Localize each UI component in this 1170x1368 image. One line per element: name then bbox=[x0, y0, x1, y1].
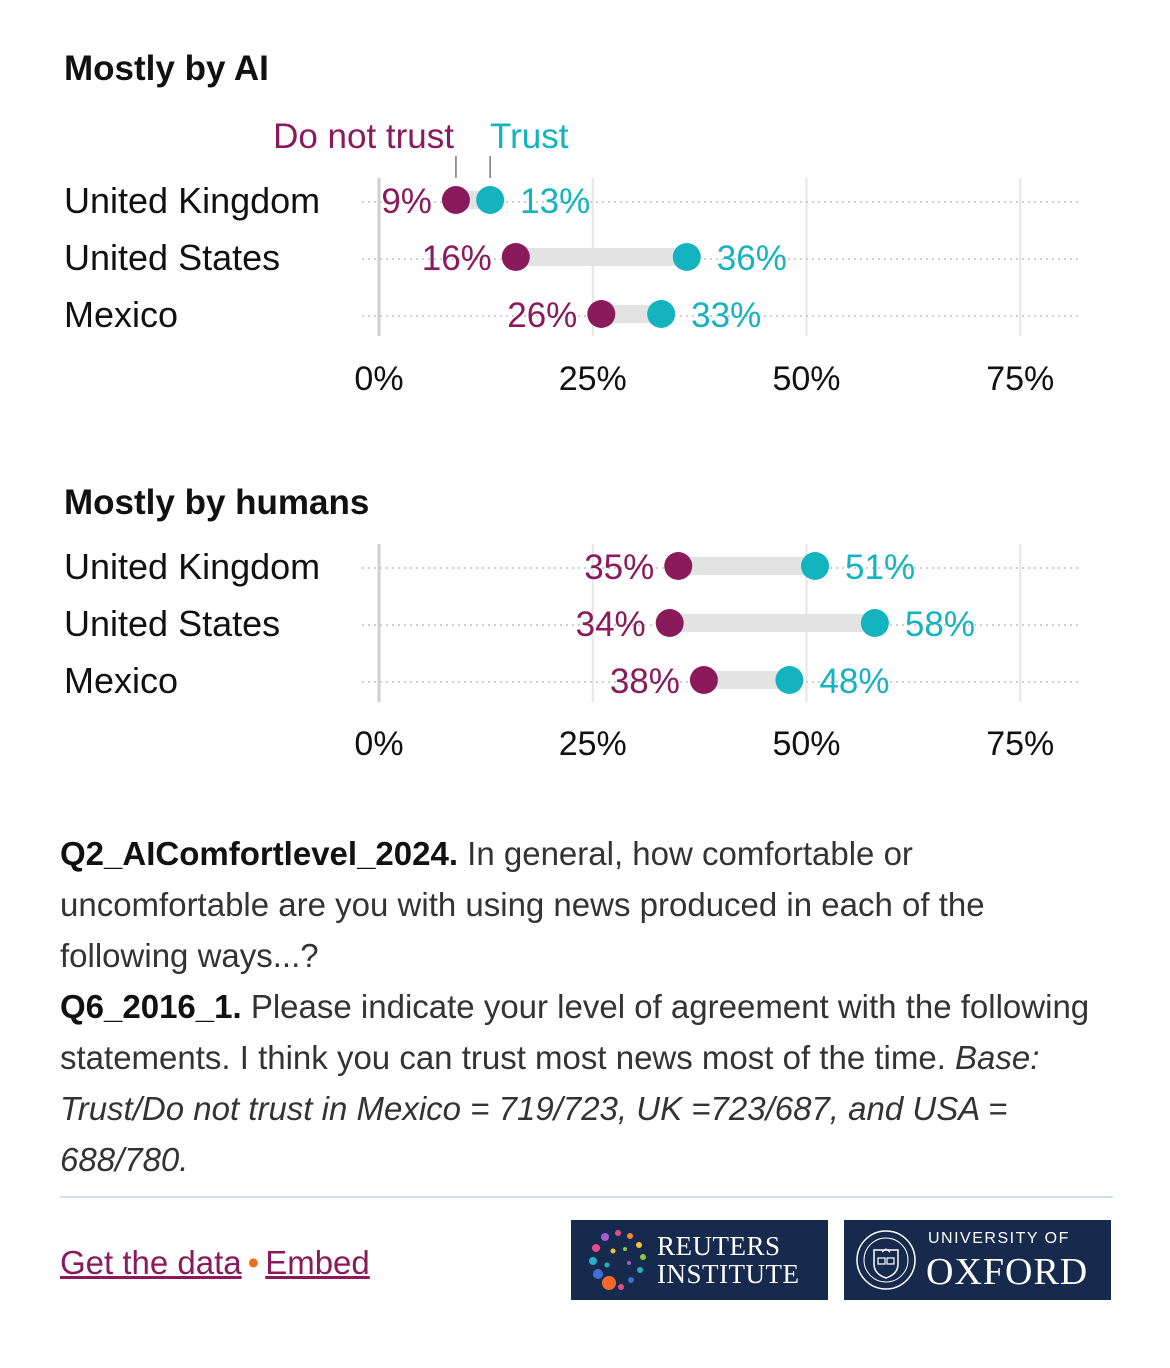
panel-1-tick-label: 25% bbox=[559, 360, 627, 398]
panel-2-category-label: Mexico bbox=[64, 660, 178, 701]
panel-1-dot-trust bbox=[476, 186, 505, 214]
panel-1-label-do-not-trust: 26% bbox=[507, 296, 577, 335]
panel-2-dot-do-not-trust bbox=[689, 666, 718, 694]
footer-links: Get the data • Embed bbox=[60, 1244, 370, 1282]
panel-2-label-trust: 58% bbox=[905, 605, 975, 644]
panel-2-tick-label: 25% bbox=[559, 725, 627, 763]
note-q2-text: In general, how comfortable or uncomfort… bbox=[60, 835, 985, 974]
panel-1-label-trust: 33% bbox=[691, 296, 761, 335]
note-q6-text: Please indicate your level of agreement … bbox=[60, 988, 1090, 1076]
note-q6: Q6_2016_1. Please indicate your level of… bbox=[60, 981, 1120, 1185]
panel-1-dot-do-not-trust bbox=[587, 300, 616, 328]
panel-1-label-do-not-trust: 16% bbox=[422, 239, 492, 278]
panel-1-category-label: United States bbox=[64, 237, 280, 278]
panel-2-dot-do-not-trust bbox=[664, 552, 693, 580]
legend-trust: Trust bbox=[490, 117, 569, 156]
panel-1-label-do-not-trust: 9% bbox=[381, 182, 432, 221]
panel-1-dot-trust bbox=[672, 243, 701, 271]
panel-1-label-trust: 36% bbox=[717, 239, 787, 278]
panel-1-category-label: United Kingdom bbox=[64, 180, 320, 221]
oxford-line-1: UNIVERSITY OF bbox=[928, 1230, 1070, 1247]
panel-1-dot-do-not-trust bbox=[441, 186, 470, 214]
note-base: Base: Trust/Do not trust in Mexico = 719… bbox=[60, 1039, 1040, 1178]
reuters-institute-logo[interactable]: REUTERS INSTITUTE bbox=[571, 1220, 828, 1300]
get-data-link[interactable]: Get the data bbox=[60, 1244, 242, 1281]
panel-2-label-trust: 51% bbox=[845, 548, 915, 587]
panel-1-dot-trust bbox=[647, 300, 676, 328]
panel-1-tick-label: 75% bbox=[986, 360, 1054, 398]
note-q6-code: Q6_2016_1. bbox=[60, 988, 242, 1025]
panel-1-category-label: Mexico bbox=[64, 294, 178, 335]
note-q2: Q2_AIComfortlevel_2024. In general, how … bbox=[60, 828, 1120, 981]
panel-2-label-trust: 48% bbox=[819, 662, 889, 701]
panel-2-tick-label: 50% bbox=[772, 725, 840, 763]
panel-1-title: Mostly by AI bbox=[64, 49, 269, 88]
panel-2-tick-label: 75% bbox=[986, 725, 1054, 763]
note-q2-code: Q2_AIComfortlevel_2024. bbox=[60, 835, 459, 872]
panel-2-label-do-not-trust: 35% bbox=[584, 548, 654, 587]
panel-1-label-trust: 13% bbox=[520, 182, 590, 221]
reuters-wordmark: REUTERS INSTITUTE bbox=[657, 1232, 799, 1288]
panel-2-label-do-not-trust: 38% bbox=[610, 662, 680, 701]
panel-2-dot-do-not-trust bbox=[655, 609, 684, 637]
panel-2-dot-trust bbox=[860, 609, 889, 637]
panel-1-dot-do-not-trust bbox=[501, 243, 530, 271]
panel-2-tick-label: 0% bbox=[354, 725, 403, 763]
separator-dot: • bbox=[247, 1244, 260, 1281]
reuters-line-1: REUTERS bbox=[657, 1231, 781, 1261]
footer-divider bbox=[60, 1196, 1113, 1198]
panel-2-dot-trust bbox=[801, 552, 830, 580]
oxford-line-2: OXFORD bbox=[926, 1251, 1089, 1293]
university-of-oxford-logo[interactable]: UNIVERSITY OF OXFORD bbox=[844, 1220, 1111, 1300]
panel-2-category-label: United Kingdom bbox=[64, 546, 320, 587]
panel-2-title: Mostly by humans bbox=[64, 483, 369, 522]
chart-area: Mostly by AI 0% 25% 50% 75% Do not trust Trust… bbox=[64, 49, 1080, 763]
panel-2-label-do-not-trust: 34% bbox=[576, 605, 646, 644]
panel-2-category-label: United States bbox=[64, 603, 280, 644]
reuters-line-2: INSTITUTE bbox=[657, 1259, 800, 1289]
embed-link[interactable]: Embed bbox=[265, 1244, 370, 1281]
chart-notes: Q2_AIComfortlevel_2024. In general, how … bbox=[60, 828, 1120, 1185]
panel-1-tick-label: 0% bbox=[354, 360, 403, 398]
legend-do-not-trust: Do not trust bbox=[273, 117, 454, 156]
oxford-crest-icon bbox=[856, 1230, 916, 1290]
panel-2-dot-trust bbox=[775, 666, 804, 694]
reuters-dots-icon bbox=[589, 1230, 646, 1290]
panel-1-tick-label: 50% bbox=[772, 360, 840, 398]
